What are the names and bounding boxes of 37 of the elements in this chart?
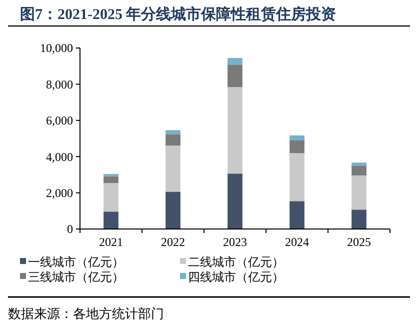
x-tick-label: 2021 — [99, 235, 123, 249]
y-tick-label: 6,000 — [46, 114, 73, 128]
bar — [290, 140, 304, 154]
source-note: 数据来源：各地方统计部门 — [8, 306, 164, 321]
legend-label: 二线城市（亿元） — [188, 255, 284, 270]
x-tick-label: 2024 — [285, 235, 309, 249]
bar — [352, 210, 366, 229]
legend-label: 四线城市（亿元） — [188, 270, 284, 284]
bar — [104, 212, 118, 229]
chart-title: 图7：2021-2025 年分线城市保障性租赁住房投资 — [20, 5, 336, 23]
bar — [166, 134, 180, 146]
bar — [228, 58, 242, 65]
bar — [228, 64, 242, 88]
bar — [290, 135, 304, 140]
bar — [352, 166, 366, 176]
bar — [352, 175, 366, 210]
bar — [228, 87, 242, 174]
bar — [290, 201, 304, 229]
x-tick-label: 2025 — [347, 235, 371, 249]
bar — [166, 130, 180, 134]
y-tick-label: 10,000 — [40, 41, 73, 56]
y-tick-label: 0 — [67, 222, 73, 236]
bar — [166, 192, 180, 229]
y-tick-label: 8,000 — [46, 77, 73, 92]
bar — [104, 176, 118, 184]
bar — [228, 174, 242, 229]
x-tick-label: 2023 — [223, 235, 247, 249]
y-tick-label: 4,000 — [46, 150, 73, 164]
x-tick-label: 2022 — [161, 235, 185, 249]
bar — [104, 174, 118, 176]
bar — [352, 162, 366, 166]
legend-label: 三线城市（亿元） — [28, 270, 124, 284]
y-tick-label: 2,000 — [46, 186, 73, 200]
legend-label: 一线城市（亿元） — [28, 255, 124, 270]
bar — [166, 146, 180, 192]
bar — [104, 183, 118, 212]
bar — [290, 153, 304, 202]
